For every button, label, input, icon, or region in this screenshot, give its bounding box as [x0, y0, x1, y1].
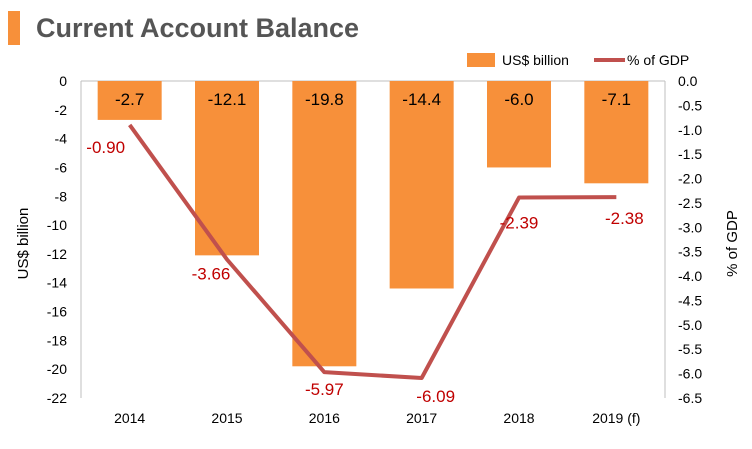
x-tick-label: 2015: [211, 410, 242, 426]
y-tick-label: -18: [47, 332, 67, 348]
y2-tick-label: -4.5: [678, 292, 702, 308]
y-axis-title: US$ billion: [15, 208, 32, 280]
y2-tick-label: -0.5: [678, 97, 702, 113]
y-tick-label: -16: [47, 304, 67, 320]
y-tick-label: -14: [47, 275, 67, 291]
bar: [487, 81, 551, 168]
bar: [97, 81, 162, 120]
y2-tick-label: -2.5: [678, 195, 702, 211]
y2-tick-label: -3.0: [678, 219, 702, 235]
bar-value-label: -7.1: [602, 90, 631, 109]
bar-value-label: -12.1: [208, 90, 247, 109]
y2-tick-label: -6.0: [678, 366, 702, 382]
y-tick-label: -20: [47, 361, 67, 377]
y2-tick-label: -4.0: [678, 268, 702, 284]
y-tick-label: -4: [55, 131, 68, 147]
line-value-label: -5.97: [305, 380, 344, 399]
line-value-label: -3.66: [192, 264, 231, 283]
line-value-label: -6.09: [416, 387, 455, 406]
line-value-label: -0.90: [86, 138, 125, 157]
y-tick-label: -6: [55, 159, 68, 175]
y2-tick-label: -5.5: [678, 341, 702, 357]
x-tick-label: 2017: [406, 410, 437, 426]
y2-tick-label: -6.5: [678, 390, 702, 406]
y-tick-label: -8: [55, 188, 68, 204]
y2-tick-label: -1.0: [678, 122, 702, 138]
bar: [292, 81, 357, 367]
bar: [584, 81, 649, 184]
y-tick-label: -22: [47, 390, 67, 406]
chart-title: Current Account Balance: [36, 13, 360, 43]
legend-label-bar: US$ billion: [502, 52, 569, 68]
bar-value-label: -14.4: [402, 90, 441, 109]
bar: [389, 81, 454, 289]
y-tick-label: -2: [55, 102, 68, 118]
y2-tick-label: -5.0: [678, 317, 702, 333]
legend-swatch-bar: [467, 53, 495, 67]
bar-value-label: -6.0: [504, 90, 533, 109]
y2-axis-title: % of GDP: [724, 210, 741, 277]
gdp-line: [128, 123, 617, 381]
y-tick-label: -12: [47, 246, 67, 262]
bar-value-label: -19.8: [305, 90, 344, 109]
y2-tick-label: 0.0: [678, 73, 698, 89]
y-tick-label: 0: [59, 73, 67, 89]
y2-tick-label: -3.5: [678, 244, 702, 260]
bar-value-label: -2.7: [115, 90, 144, 109]
x-tick-label: 2018: [503, 410, 534, 426]
line-value-label: -2.39: [500, 214, 539, 233]
title-accent-bar: [8, 11, 20, 45]
y-tick-label: -10: [47, 217, 67, 233]
line-value-label: -2.38: [605, 209, 644, 228]
y2-tick-label: -2.0: [678, 171, 702, 187]
x-tick-label: 2014: [114, 410, 145, 426]
x-tick-label: 2016: [309, 410, 340, 426]
legend-label-line: % of GDP: [627, 52, 689, 68]
x-tick-label: 2019 (f): [592, 410, 640, 426]
y2-tick-label: -1.5: [678, 146, 702, 162]
bar: [195, 81, 259, 256]
